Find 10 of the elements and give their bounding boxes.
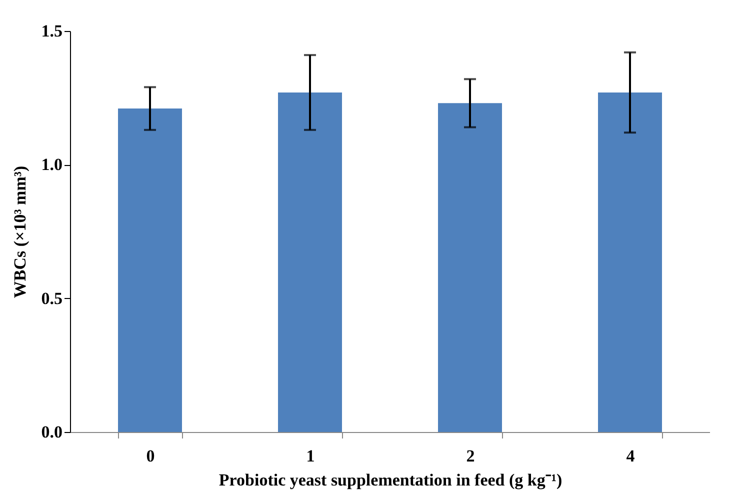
y-tick-label: 0.0: [41, 422, 62, 442]
x-tick-label: 1: [306, 446, 315, 466]
x-tick-label: 4: [626, 446, 636, 466]
y-tick-label: 1.5: [41, 22, 62, 40]
x-tick-label: 2: [466, 446, 475, 466]
x-axis-title: Probiotic yeast supplementation in feed (g kg⁻¹): [218, 470, 562, 490]
y-tick-label: 0.5: [41, 288, 62, 308]
y-tick-label: 1.0: [41, 155, 62, 174]
x-tick-label: 0: [146, 446, 155, 466]
y-axis-title: WBCs (×10³ mm³): [10, 166, 30, 298]
